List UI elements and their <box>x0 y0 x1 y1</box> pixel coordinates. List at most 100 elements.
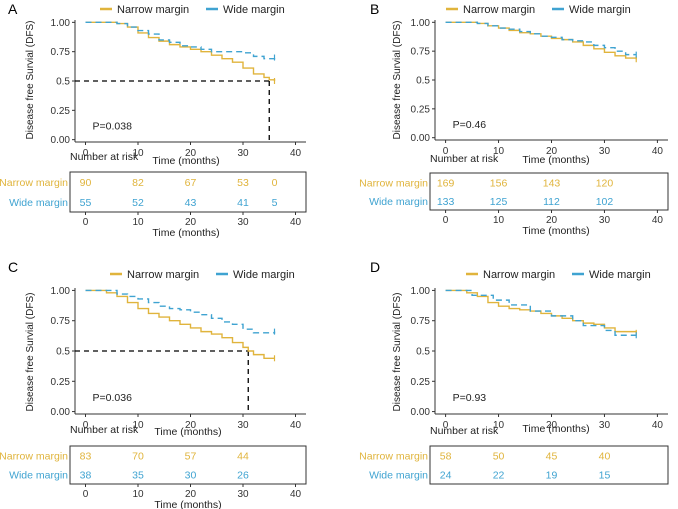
panel-d: D Narrow margin Wide margin 0.00 0.25 0.5 0.75… <box>359 259 669 485</box>
survival-curve-wide <box>85 289 276 334</box>
risk-count-narrow: 44 <box>237 451 249 463</box>
x-axis-label: Time (months) <box>522 154 589 166</box>
risk-count-narrow: 57 <box>185 451 197 463</box>
risk-count-narrow: 169 <box>437 177 455 189</box>
risk-row-label-narrow: Narrow margin <box>359 451 428 463</box>
p-value: P=0.036 <box>93 392 133 404</box>
y-tick-label: 0.00 <box>411 407 431 418</box>
x-tick-label: 0 <box>83 148 89 159</box>
y-tick-label: 0.00 <box>51 135 71 146</box>
risk-x-tick-label: 10 <box>132 217 144 228</box>
risk-count-narrow: 120 <box>596 177 614 189</box>
risk-table-title: Number at risk <box>70 424 139 436</box>
risk-x-tick-label: 30 <box>599 215 611 226</box>
x-tick-label: 20 <box>185 420 197 431</box>
risk-row-label-wide: Wide margin <box>369 470 428 482</box>
x-tick-label: 40 <box>652 146 664 157</box>
risk-x-tick-label: 0 <box>443 215 449 226</box>
risk-count-narrow: 67 <box>185 177 197 189</box>
y-tick-label: 0.75 <box>51 316 71 327</box>
risk-table-box <box>429 172 669 211</box>
x-tick-label: 40 <box>290 420 302 431</box>
risk-x-tick-label: 30 <box>237 217 249 228</box>
x-tick-label: 20 <box>185 148 197 159</box>
risk-count-wide: 24 <box>440 470 452 482</box>
y-tick-label: 0.25 <box>411 377 431 388</box>
y-tick-label: 0.25 <box>51 377 71 388</box>
legend: Narrow margin Wide margin <box>466 269 651 281</box>
legend: Narrow margin Wide margin <box>100 4 285 16</box>
risk-count-wide: 102 <box>596 196 614 208</box>
x-tick-label: 0 <box>443 420 449 431</box>
risk-x-axis-label: Time (months) <box>522 225 589 237</box>
risk-count-narrow: 143 <box>543 177 561 189</box>
x-tick-label: 0 <box>443 146 449 157</box>
legend-wide-label: Wide margin <box>223 4 285 16</box>
y-tick-label: 1.00 <box>411 18 431 29</box>
risk-count-narrow: 83 <box>80 451 92 463</box>
y-axis-label: Disease free Survial (DFS) <box>392 293 403 412</box>
p-value: P=0.038 <box>93 121 133 133</box>
risk-row-label-wide: Wide margin <box>9 470 68 482</box>
risk-row-label-wide: Wide margin <box>369 196 428 208</box>
risk-x-tick-label: 40 <box>290 217 302 228</box>
legend: Narrow margin Wide margin <box>110 269 295 281</box>
risk-table-box <box>69 445 307 485</box>
x-tick-label: 10 <box>493 420 505 431</box>
y-tick-label: 0.5 <box>56 347 70 358</box>
p-value: P=0.93 <box>453 392 487 404</box>
risk-x-tick-label: 10 <box>493 215 505 226</box>
risk-table-box <box>69 171 307 213</box>
risk-count-wide: 55 <box>80 197 92 209</box>
x-tick-label: 20 <box>546 146 558 157</box>
risk-count-wide: 52 <box>132 197 144 209</box>
y-tick-label: 1.00 <box>51 286 71 297</box>
risk-x-tick-label: 20 <box>185 489 197 500</box>
risk-count-narrow: 82 <box>132 177 144 189</box>
y-tick-label: 0.00 <box>411 133 431 144</box>
panel-letter: C <box>8 259 18 275</box>
y-tick-label: 0.5 <box>56 77 70 88</box>
risk-x-axis-label: Time (months) <box>152 227 219 239</box>
risk-table-title: Number at risk <box>430 425 499 437</box>
y-tick-label: 0.75 <box>51 47 71 58</box>
panel-letter: B <box>370 1 379 17</box>
p-value: P=0.46 <box>453 119 487 131</box>
x-tick-label: 10 <box>132 420 144 431</box>
legend-narrow-label: Narrow margin <box>117 4 189 16</box>
y-axis-label: Disease free Survial (DFS) <box>25 293 36 412</box>
x-tick-label: 20 <box>546 420 558 431</box>
risk-count-wide: 15 <box>599 470 611 482</box>
risk-row-label-narrow: Narrow margin <box>0 177 68 189</box>
x-axis-label: Time (months) <box>154 426 221 438</box>
risk-x-tick-label: 20 <box>185 217 197 228</box>
y-tick-label: 0.25 <box>411 104 431 115</box>
risk-count-wide: 125 <box>490 196 508 208</box>
risk-count-narrow: 45 <box>546 451 558 463</box>
legend-narrow-label: Narrow margin <box>127 269 199 281</box>
x-tick-label: 10 <box>493 146 505 157</box>
panel-letter: D <box>370 259 380 275</box>
risk-count-narrow: 70 <box>132 451 144 463</box>
y-axis-label: Disease free Survial (DFS) <box>392 21 403 140</box>
survival-curve-narrow <box>85 289 275 359</box>
risk-count-narrow: 53 <box>237 177 249 189</box>
risk-table-box <box>429 445 669 485</box>
risk-count-wide: 43 <box>185 197 197 209</box>
y-tick-label: 0.75 <box>411 316 431 327</box>
risk-x-tick-label: 40 <box>290 489 302 500</box>
risk-x-tick-label: 20 <box>546 215 558 226</box>
risk-x-tick-label: 0 <box>83 217 89 228</box>
panel-c: C Narrow margin Wide margin 0.00 0.25 0.5 0.75… <box>0 259 307 509</box>
risk-count-wide: 22 <box>493 470 505 482</box>
survival-curve-narrow <box>445 21 637 60</box>
risk-count-narrow: 58 <box>440 451 452 463</box>
risk-row-label-narrow: Narrow margin <box>0 451 68 463</box>
x-axis-label: Time (months) <box>522 423 589 435</box>
risk-count-narrow: 90 <box>80 177 92 189</box>
legend: Narrow margin Wide margin <box>446 4 631 16</box>
panel-letter: A <box>8 1 18 17</box>
x-tick-label: 30 <box>599 420 611 431</box>
risk-count-wide: 5 <box>272 197 278 209</box>
